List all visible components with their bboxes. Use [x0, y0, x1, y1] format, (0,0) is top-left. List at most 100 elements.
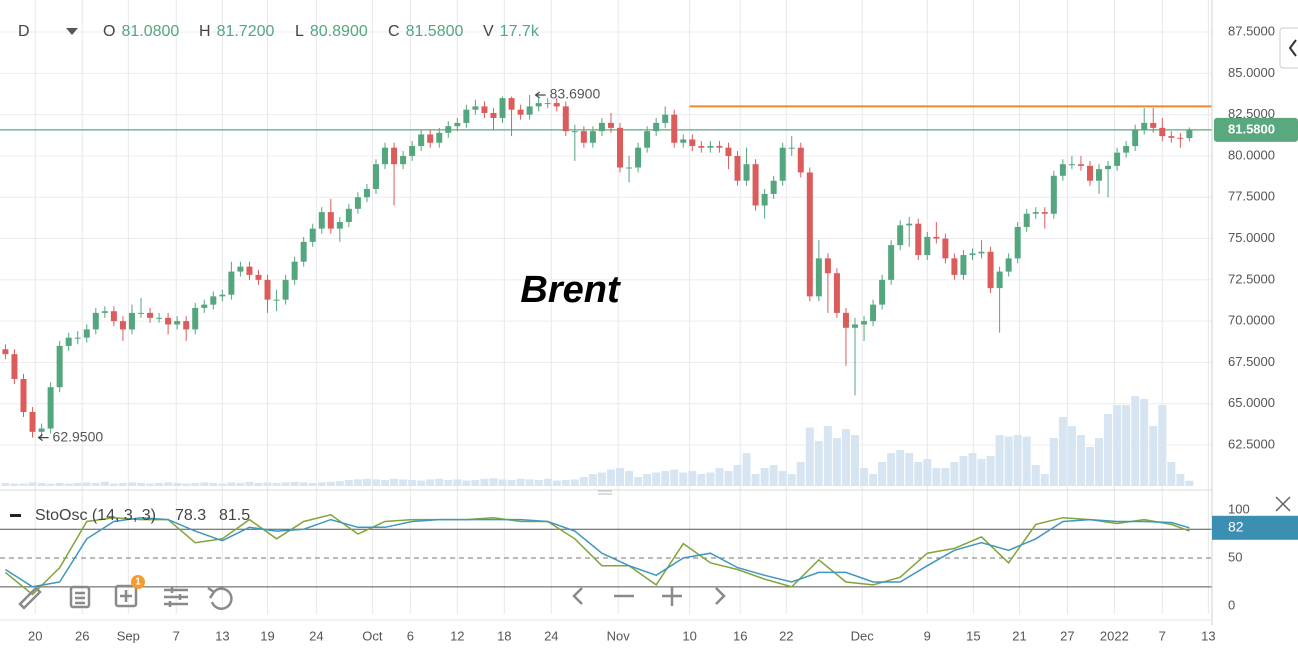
candle-body	[1150, 122, 1157, 128]
volume-bar	[1049, 438, 1058, 486]
volume-bar	[200, 482, 209, 486]
grid-layer	[0, 0, 1212, 614]
y-tick-label: 62.5000	[1228, 436, 1275, 451]
volume-bar	[1040, 474, 1049, 486]
ohlcv-item: L 80.8900	[295, 23, 368, 40]
candle-body	[83, 329, 90, 338]
candle-body	[445, 126, 452, 133]
candle-body	[942, 238, 949, 259]
annotation-label: 62.9500	[53, 428, 104, 444]
candle-body	[580, 131, 587, 143]
ohlcv-key: O	[103, 23, 115, 40]
volume-bar	[462, 480, 471, 486]
volume-bar	[534, 480, 543, 486]
ohlcv-key: C	[388, 23, 400, 40]
volume-bar	[290, 481, 299, 486]
volume-bar	[453, 479, 462, 486]
volume-bar	[543, 478, 552, 486]
undo-tool[interactable]	[207, 586, 233, 610]
volume-bar	[1076, 435, 1085, 486]
zoom-in[interactable]	[662, 586, 682, 606]
candle-body	[1168, 136, 1175, 138]
volume-bar	[905, 453, 914, 486]
candle-body	[1123, 146, 1130, 153]
close-indicator[interactable]	[1275, 496, 1291, 512]
candle-body	[246, 266, 253, 275]
candle-body	[797, 147, 804, 173]
volume-bar	[688, 471, 697, 486]
notes-tool[interactable]	[69, 585, 91, 609]
volume-bar	[417, 480, 426, 486]
volume-bar	[227, 482, 236, 486]
ohlcv-value: 80.8900	[310, 23, 368, 40]
volume-bar	[995, 435, 1004, 486]
volume-bar	[55, 483, 64, 486]
x-tick-label: 20	[28, 628, 42, 643]
volume-bar	[1176, 474, 1185, 486]
volume-bar	[46, 483, 55, 486]
volume-bar	[218, 483, 227, 486]
add-tool[interactable]	[114, 584, 138, 608]
ohlcv-item: V 17.7k	[483, 23, 540, 40]
collapse-indicator[interactable]	[10, 514, 21, 517]
candle-body	[345, 208, 352, 223]
candle-body	[906, 223, 913, 226]
candle-body	[716, 146, 723, 148]
candle-body	[779, 147, 786, 181]
interval[interactable]: D	[18, 23, 30, 40]
plot-layer: 83.6900 62.9500	[0, 86, 1212, 596]
candle-body	[363, 188, 370, 198]
collapse-icon	[1288, 39, 1297, 57]
x-tick-label: 24	[544, 628, 558, 643]
candle-body	[698, 146, 705, 148]
scroll-left[interactable]	[572, 587, 583, 605]
x-tick-label: 6	[407, 628, 414, 643]
candle-body	[996, 271, 1003, 289]
candle-body	[1132, 129, 1139, 147]
scroll-right[interactable]	[715, 587, 726, 605]
candle-body	[517, 109, 524, 115]
pencil-tool[interactable]	[18, 586, 42, 610]
candle-body	[174, 321, 181, 325]
interval-dropdown[interactable]	[66, 28, 78, 35]
x-tick-label: 13	[215, 628, 229, 643]
candle-body	[147, 312, 154, 318]
candle-body	[1141, 122, 1148, 130]
volume-bar	[616, 468, 625, 486]
volume-bar	[778, 471, 787, 486]
volume-bar	[896, 450, 905, 486]
volume-bar	[606, 469, 615, 486]
candle-body	[824, 258, 831, 274]
candle-body	[644, 131, 651, 148]
volume-bar	[1158, 405, 1167, 486]
candle-body	[960, 255, 967, 275]
x-tick-label: 22	[779, 628, 793, 643]
candle-body	[607, 122, 614, 128]
candle-body	[210, 296, 217, 305]
annotation-arrow	[37, 434, 49, 442]
candle-body	[915, 223, 922, 256]
volume-bar	[308, 483, 317, 486]
volume-bar	[959, 456, 968, 486]
y-tick-label: 87.5000	[1228, 23, 1275, 38]
volume-bar	[1140, 399, 1149, 486]
volume-bar	[399, 479, 408, 486]
x-tick-label: 2022	[1100, 628, 1129, 643]
volume-bar	[1104, 414, 1113, 486]
candle-body	[20, 378, 27, 413]
candle-body	[382, 147, 389, 165]
volume-bar	[986, 456, 995, 486]
settings-tool[interactable]	[164, 587, 188, 607]
candle-body	[418, 134, 425, 147]
volume-bar	[1, 483, 10, 486]
indicator-title: StoOsc (14, 3, 3)	[35, 507, 156, 524]
candle-body	[851, 324, 858, 328]
volume-bar	[381, 480, 390, 486]
volume-bar	[769, 465, 778, 486]
candle-body	[589, 131, 596, 143]
x-tick-label: Nov	[607, 628, 631, 643]
volume-bar	[209, 483, 218, 486]
volume-bar	[634, 477, 643, 486]
ohlcv-key: H	[199, 23, 211, 40]
